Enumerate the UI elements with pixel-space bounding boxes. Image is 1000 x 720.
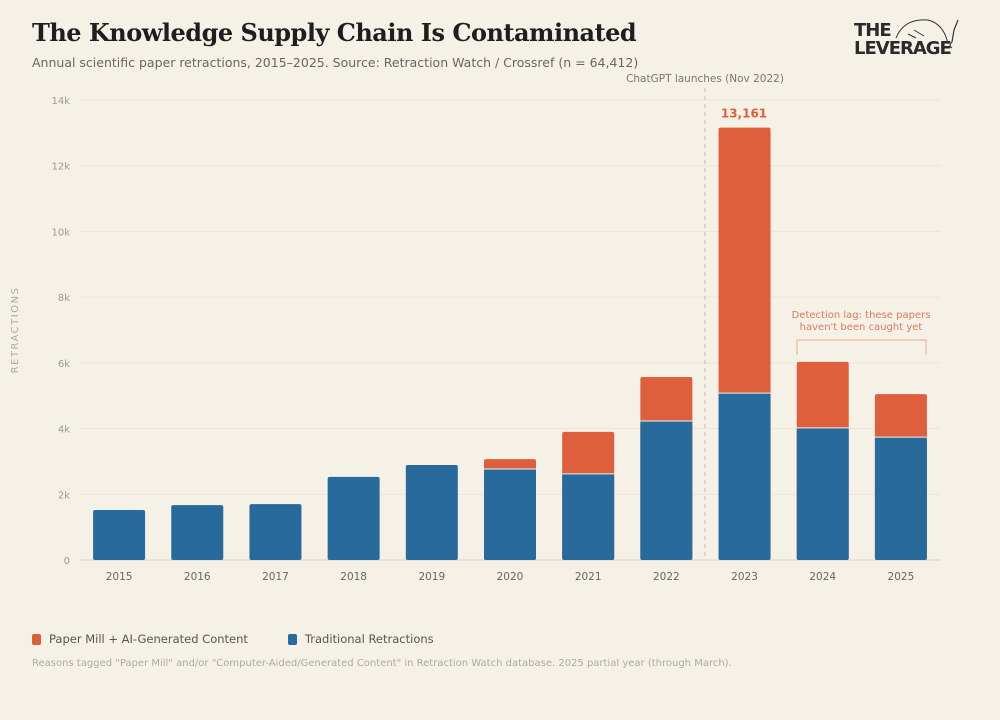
x-tick-label: 2018 (340, 571, 367, 583)
bar-traditional-2022 (640, 421, 693, 560)
bar-traditional-2019 (405, 465, 458, 560)
y-tick-label: 6k (58, 359, 70, 370)
x-tick-label: 2020 (497, 571, 524, 583)
bar-traditional-2023 (718, 393, 771, 560)
y-tick-label: 10k (51, 227, 70, 238)
chatgpt-launch-label: ChatGPT launches (Nov 2022) (626, 73, 784, 85)
bar-traditional-2017 (249, 504, 302, 560)
x-tick-label: 2025 (888, 571, 915, 583)
y-tick-label: 4k (58, 425, 70, 436)
x-tick-label: 2019 (418, 571, 445, 583)
legend-swatch-ai (32, 633, 41, 645)
x-tick-label: 2017 (262, 571, 289, 583)
bar-traditional-2018 (327, 476, 380, 560)
detection-lag-note-line1: Detection lag: these papers (792, 310, 931, 321)
bar-traditional-2016 (171, 505, 224, 560)
chart-title: The Knowledge Supply Chain Is Contaminat… (32, 18, 637, 47)
legend-label-traditional: Traditional Retractions (304, 632, 434, 646)
y-tick-label: 0 (64, 556, 70, 567)
x-tick-label: 2024 (809, 571, 836, 583)
bar-traditional-2024 (796, 427, 849, 560)
x-tick-label: 2022 (653, 571, 680, 583)
y-tick-label: 8k (58, 293, 70, 304)
legend-label-ai: Paper Mill + AI-Generated Content (49, 632, 248, 646)
bar-traditional-2021 (562, 473, 615, 560)
x-tick-label: 2021 (575, 571, 602, 583)
chart-subtitle: Annual scientific paper retractions, 201… (32, 55, 639, 70)
bar-traditional-2020 (484, 468, 536, 560)
legend-item-traditional: Traditional Retractions (287, 632, 434, 646)
the-leverage-logo: THE LEVERAGE (852, 16, 962, 66)
x-tick-label: 2023 (731, 571, 758, 583)
y-axis-label: RETRACTIONS (10, 287, 21, 374)
x-tick-label: 2015 (106, 571, 133, 583)
x-tick-label: 2016 (184, 571, 211, 583)
detection-lag-bracket (796, 339, 927, 355)
bar-traditional-2025 (874, 437, 927, 560)
y-tick-label: 14k (51, 96, 70, 107)
legend-item-ai: Paper Mill + AI-Generated Content (32, 632, 248, 646)
bar-traditional-2015 (93, 510, 146, 560)
legend-swatch-traditional (287, 633, 297, 645)
detection-lag-note-line2: haven't been caught yet (800, 322, 923, 333)
legend: Paper Mill + AI-Generated Content Tradit… (32, 632, 434, 646)
y-tick-label: 2k (58, 490, 70, 501)
peak-value-label: 13,161 (721, 107, 767, 121)
y-tick-label: 12k (51, 162, 70, 173)
footnote: Reasons tagged "Paper Mill" and/or "Comp… (32, 658, 732, 669)
